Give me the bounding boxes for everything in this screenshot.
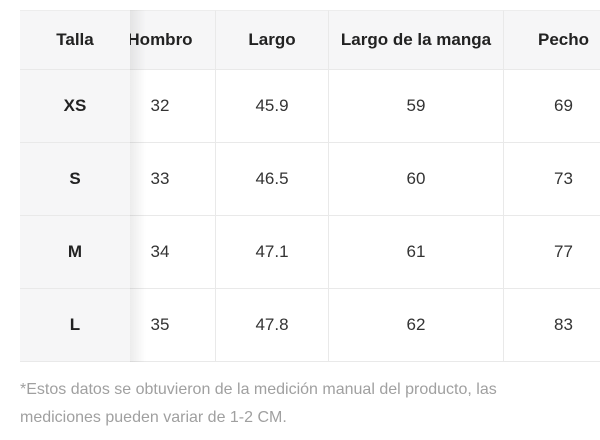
cell-xs-largo: 45.9: [215, 70, 328, 143]
size-table-scroll-area[interactable]: Hombro Largo Largo de la manga Pecho 32 …: [20, 10, 600, 362]
cell-s-manga: 60: [328, 143, 503, 216]
cell-m-pecho: 77: [503, 216, 600, 289]
size-label-l: L: [20, 289, 130, 362]
cell-xs-manga: 59: [328, 70, 503, 143]
cell-m-manga: 61: [328, 216, 503, 289]
talla-sticky-column: Talla XS S M L: [20, 10, 130, 362]
column-header-largo: Largo: [215, 10, 328, 70]
footnote-line-2: mediciones pueden variar de 1-2 CM.: [20, 409, 287, 426]
size-label-xs: XS: [20, 70, 130, 143]
size-label-s: S: [20, 143, 130, 216]
cell-s-largo: 46.5: [215, 143, 328, 216]
cell-m-largo: 47.1: [215, 216, 328, 289]
cell-l-manga: 62: [328, 289, 503, 362]
cell-xs-pecho: 69: [503, 70, 600, 143]
size-label-m: M: [20, 216, 130, 289]
measurement-footnote: *Estos datos se obtuvieron de la medició…: [20, 376, 565, 432]
footnote-line-1: *Estos datos se obtuvieron de la medició…: [20, 381, 497, 398]
column-header-manga: Largo de la manga: [328, 10, 503, 70]
cell-l-largo: 47.8: [215, 289, 328, 362]
column-header-talla: Talla: [20, 10, 130, 70]
size-table: Hombro Largo Largo de la manga Pecho 32 …: [105, 10, 600, 362]
cell-s-pecho: 73: [503, 143, 600, 216]
cell-l-pecho: 83: [503, 289, 600, 362]
column-header-pecho: Pecho: [503, 10, 600, 70]
